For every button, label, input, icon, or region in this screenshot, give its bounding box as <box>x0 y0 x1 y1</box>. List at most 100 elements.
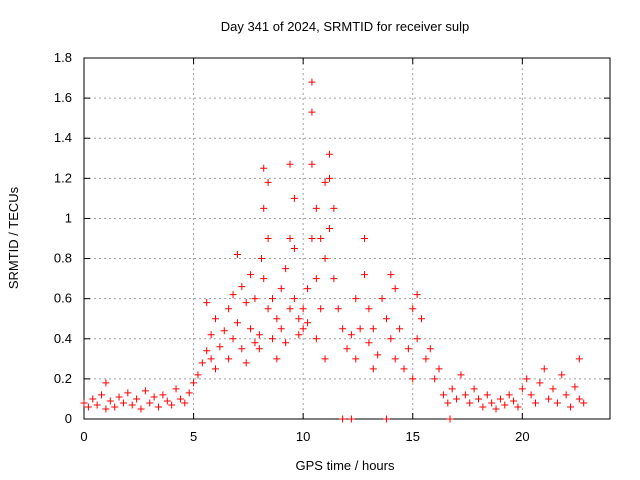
data-point <box>330 204 338 212</box>
data-point <box>510 397 518 405</box>
data-point <box>426 345 434 353</box>
data-point <box>128 401 136 409</box>
data-point <box>523 375 531 383</box>
data-point <box>418 315 426 323</box>
data-point <box>439 391 447 399</box>
data-point <box>181 399 189 407</box>
data-point <box>268 295 276 303</box>
data-point <box>133 395 141 403</box>
data-point <box>150 393 158 401</box>
data-point <box>330 275 338 283</box>
data-point <box>137 405 145 413</box>
data-points <box>80 78 588 423</box>
data-point <box>446 415 454 423</box>
data-point <box>571 383 579 391</box>
data-point <box>260 204 268 212</box>
data-point <box>225 355 233 363</box>
data-point <box>391 285 399 293</box>
data-point <box>308 160 316 168</box>
data-point <box>518 385 526 393</box>
data-point <box>325 174 333 182</box>
data-point <box>282 339 290 347</box>
data-point <box>325 150 333 158</box>
data-point <box>233 319 241 327</box>
data-point <box>251 295 259 303</box>
data-point <box>172 385 180 393</box>
data-point <box>216 343 224 351</box>
y-tick-label: 0.6 <box>54 291 72 306</box>
data-point <box>492 405 500 413</box>
data-point <box>461 391 469 399</box>
data-point <box>400 365 408 373</box>
data-point <box>141 387 149 395</box>
data-point <box>549 385 557 393</box>
data-point <box>98 391 106 399</box>
data-point <box>251 339 259 347</box>
data-point <box>238 345 246 353</box>
y-tick-label: 0.4 <box>54 331 72 346</box>
data-point <box>352 295 360 303</box>
data-point <box>317 235 325 242</box>
data-point <box>185 389 193 397</box>
data-point <box>290 245 298 253</box>
data-point <box>146 399 154 407</box>
data-point <box>308 235 316 242</box>
data-point <box>413 291 421 299</box>
data-point <box>111 403 119 411</box>
data-point <box>444 399 452 407</box>
data-point <box>255 345 263 353</box>
data-point <box>220 327 228 335</box>
data-point <box>308 108 316 116</box>
data-point <box>435 365 443 373</box>
data-point <box>229 335 237 343</box>
data-point <box>365 339 373 347</box>
data-point <box>258 255 266 263</box>
data-point <box>575 395 583 403</box>
data-point <box>540 365 548 373</box>
data-point <box>255 331 263 339</box>
data-point <box>277 285 285 293</box>
data-point <box>382 415 390 423</box>
data-point <box>334 305 342 313</box>
data-point <box>312 275 320 283</box>
y-axis-label: SRMTID / TECUs <box>6 186 21 289</box>
data-point <box>531 399 539 407</box>
axis-ticks: 0 0.2 0.4 0.6 0.8 1 1.2 1.4 1.6 1.8 0 5 10 15 20 <box>54 50 610 444</box>
data-point <box>233 251 241 259</box>
data-point <box>264 178 272 186</box>
data-point <box>369 365 377 373</box>
data-point <box>361 271 369 279</box>
data-point <box>106 397 114 405</box>
data-point <box>536 379 544 387</box>
data-point <box>431 375 439 383</box>
data-point <box>115 393 123 401</box>
data-point <box>369 325 377 333</box>
data-point <box>225 305 233 313</box>
data-point <box>282 265 290 273</box>
data-point <box>312 204 320 212</box>
x-tick-label: 10 <box>296 429 310 444</box>
x-axis-label: GPS time / hours <box>296 458 395 473</box>
y-tick-label: 1.4 <box>54 130 72 145</box>
data-point <box>422 355 430 363</box>
y-tick-label: 1 <box>65 210 72 225</box>
data-point <box>176 395 184 403</box>
x-tick-label: 5 <box>190 429 197 444</box>
data-point <box>119 399 127 407</box>
data-point <box>198 359 206 367</box>
data-point <box>374 351 382 359</box>
data-point <box>325 224 333 232</box>
data-point <box>93 401 101 409</box>
data-point <box>124 389 132 397</box>
y-tick-label: 1.2 <box>54 170 72 185</box>
data-point <box>203 299 211 307</box>
data-point <box>260 275 268 283</box>
data-point <box>159 391 167 399</box>
plot-frame <box>83 57 611 420</box>
data-point <box>404 345 412 353</box>
data-point <box>352 355 360 363</box>
data-point <box>466 399 474 407</box>
data-point <box>580 399 588 407</box>
data-point <box>203 347 211 355</box>
